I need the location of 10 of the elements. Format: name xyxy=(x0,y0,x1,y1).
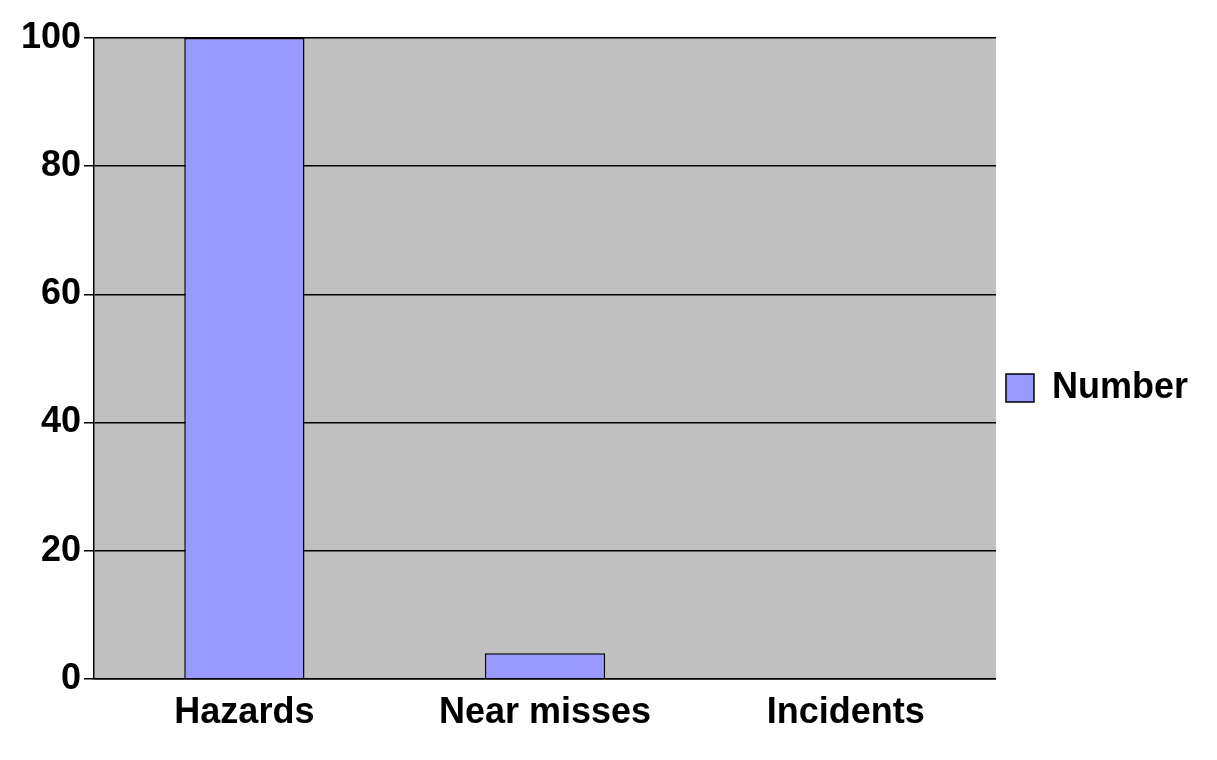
x-tick-label: Hazards xyxy=(174,690,315,732)
y-tick-label: 0 xyxy=(61,655,82,697)
y-tick-label: 40 xyxy=(41,399,82,441)
y-tick-label: 100 xyxy=(20,14,82,56)
y-tick-label: 80 xyxy=(41,143,82,185)
y-tick-label: 60 xyxy=(41,271,82,313)
x-tick-label: Near misses xyxy=(438,690,652,732)
legend-label: Number xyxy=(1051,364,1189,406)
y-tick-label: 20 xyxy=(41,527,82,569)
x-tick-label: Incidents xyxy=(766,690,925,732)
